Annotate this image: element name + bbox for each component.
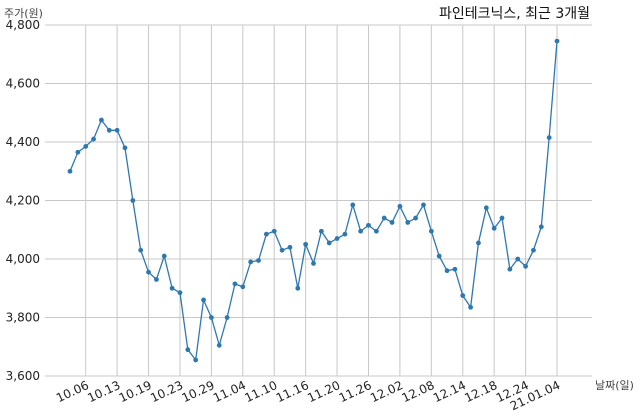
data-point [366, 222, 371, 228]
y-axis-label: 주가(원) [4, 7, 43, 20]
data-point [405, 220, 411, 225]
data-point [499, 215, 505, 221]
data-point [452, 266, 458, 272]
data-point [303, 241, 309, 247]
data-point [201, 297, 206, 303]
x-axis-ticks: 10.0610.1310.1910.2310.2911.0411.1011.16… [54, 378, 562, 413]
data-point [279, 247, 285, 253]
data-point [287, 244, 293, 250]
data-point [216, 342, 222, 348]
data-point [154, 277, 159, 282]
data-point [185, 347, 191, 353]
data-point [295, 285, 301, 291]
data-point [373, 228, 379, 234]
data-point [350, 202, 356, 208]
price-points [67, 38, 560, 363]
data-point [263, 231, 269, 237]
data-point [122, 145, 128, 151]
data-point [271, 228, 277, 234]
data-point [421, 202, 426, 208]
y-tick-label: 4,200 [6, 194, 40, 208]
data-point [413, 215, 419, 221]
data-point [538, 224, 544, 230]
data-point [397, 203, 403, 209]
data-point [91, 136, 96, 142]
data-point [232, 281, 238, 287]
data-point [114, 127, 120, 133]
data-point [130, 198, 136, 203]
data-point [67, 168, 73, 174]
data-point [476, 240, 481, 246]
data-point [240, 284, 246, 290]
data-point [248, 259, 254, 265]
data-point [342, 231, 348, 237]
data-point [161, 253, 167, 259]
data-point [208, 315, 214, 320]
chart-title: 파인테크닉스, 최근 3개월 [439, 6, 590, 22]
data-point [554, 38, 560, 44]
data-point [460, 293, 466, 298]
data-point [491, 225, 497, 231]
y-tick-label: 3,800 [6, 311, 40, 325]
data-point [83, 143, 89, 149]
data-point [381, 215, 387, 221]
grid-lines [45, 24, 592, 377]
data-point [169, 285, 175, 291]
data-point [311, 260, 316, 266]
data-point [389, 220, 395, 225]
data-point [515, 256, 521, 262]
data-point [193, 357, 199, 363]
data-point [224, 315, 230, 320]
data-point [468, 304, 474, 310]
y-tick-label: 4,400 [6, 135, 40, 149]
data-point [546, 135, 552, 141]
data-point [507, 266, 513, 272]
data-point [444, 268, 450, 274]
data-point [326, 240, 332, 246]
data-point [106, 127, 112, 133]
data-point [138, 247, 144, 253]
y-tick-label: 4,600 [6, 77, 40, 91]
y-tick-label: 4,000 [6, 252, 40, 266]
data-point [256, 258, 261, 263]
y-tick-label: 3,600 [6, 369, 40, 383]
data-point [177, 290, 183, 296]
data-point [99, 117, 104, 123]
data-point [531, 247, 536, 253]
x-axis-label: 날짜(일) [595, 378, 634, 392]
data-point [334, 236, 340, 241]
data-point [358, 228, 364, 234]
data-point [483, 205, 489, 211]
data-point [523, 263, 528, 269]
data-point [318, 228, 324, 234]
data-point [75, 149, 81, 155]
data-point [146, 269, 151, 275]
data-point [436, 253, 442, 259]
y-axis-ticks: 3,600 3,800 4,000 4,200 4,400 4,600 4,800 [6, 18, 40, 383]
data-point [428, 228, 434, 234]
y-tick-label: 4,800 [6, 18, 40, 32]
